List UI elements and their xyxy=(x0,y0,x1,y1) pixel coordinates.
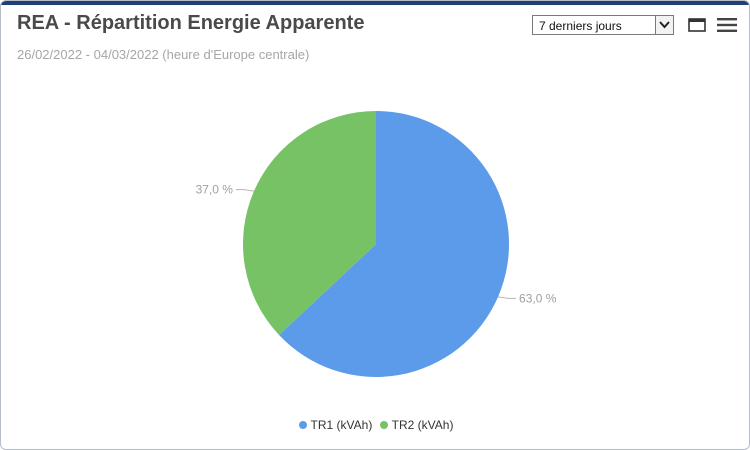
chevron-down-icon[interactable] xyxy=(655,16,673,34)
pie-chart: 63,0 % 37,0 % xyxy=(196,111,557,377)
pie-data-label-2: 37,0 % xyxy=(196,183,234,197)
pie-connector-2 xyxy=(235,189,255,192)
panel-top-accent xyxy=(1,1,749,5)
pie-slice-2[interactable] xyxy=(243,111,376,336)
chart-legend: TR1 (kVAh) TR2 (kVAh) xyxy=(1,418,749,432)
pie-slice-1[interactable] xyxy=(279,111,510,377)
legend-label-tr2: TR2 (kVAh) xyxy=(391,418,454,432)
window-icon[interactable] xyxy=(688,18,706,32)
chart-title: REA - Répartition Energie Apparente xyxy=(17,12,365,34)
chart-subtitle: 26/02/2022 - 04/03/2022 (heure d'Europe … xyxy=(17,47,310,62)
pie-data-label-1: 63,0 % xyxy=(519,291,557,305)
legend-item-tr1[interactable]: TR1 (kVAh) xyxy=(298,418,373,432)
period-select[interactable]: 7 derniers jours xyxy=(532,15,674,35)
legend-swatch-tr1 xyxy=(298,421,307,429)
period-select-value: 7 derniers jours xyxy=(539,19,622,33)
hamburger-menu-icon[interactable] xyxy=(717,18,737,32)
legend-swatch-tr2 xyxy=(379,421,388,429)
pie-connector-1 xyxy=(497,296,517,299)
legend-label-tr1: TR1 (kVAh) xyxy=(310,418,373,432)
legend-item-tr2[interactable]: TR2 (kVAh) xyxy=(379,418,454,432)
